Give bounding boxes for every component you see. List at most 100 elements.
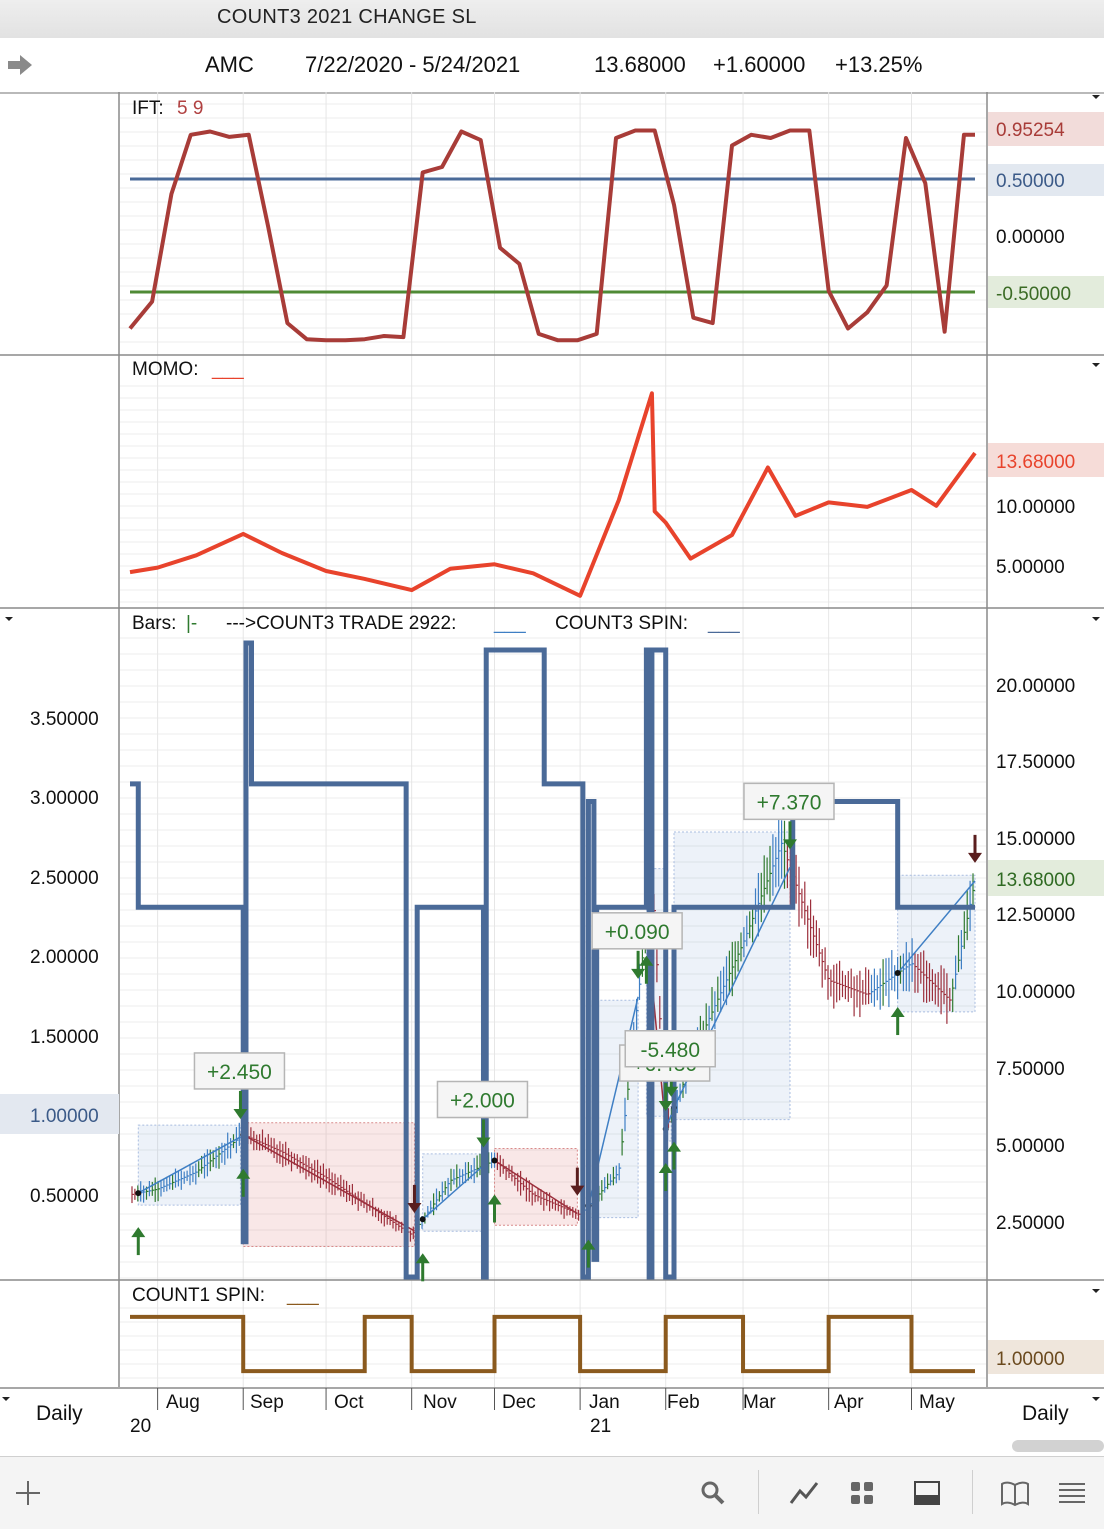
price-bar-283 (952, 978, 955, 1012)
price-bar-139 (534, 1191, 538, 1203)
search-button[interactable] (697, 1476, 729, 1510)
price-bar-285 (957, 935, 961, 973)
price-bar-162 (601, 1180, 604, 1201)
price-bar-54 (288, 1148, 291, 1165)
price-bar-34 (230, 1138, 233, 1159)
right-tick-15: 15.00000 (996, 829, 1075, 850)
entry-dot-8 (894, 970, 901, 977)
price-bar-11 (163, 1179, 166, 1193)
price-bar-73 (343, 1179, 346, 1197)
add-button[interactable] (12, 1476, 44, 1510)
price-bar-236 (815, 920, 819, 957)
period-selector-left[interactable]: Daily (36, 1402, 83, 1425)
price-bar-276 (931, 969, 935, 1002)
price-bar-277 (934, 973, 938, 1005)
momo-value-tag-text: 13.68000 (996, 452, 1075, 473)
momo-line-legend: ___ (211, 359, 244, 380)
price-bar-212 (746, 915, 749, 947)
exit-arrow-3 (570, 1167, 585, 1196)
price-bar-211 (743, 927, 746, 958)
price-bar-146 (554, 1199, 558, 1211)
spin-line-legend: ___ (707, 613, 740, 634)
draw-tool-button[interactable] (788, 1476, 820, 1510)
price-bar-6 (148, 1181, 152, 1197)
month-label-feb: Feb (667, 1392, 700, 1413)
ift-panel: IFT: 5 9 0.95254 0.50000 0.00000 -0.5000… (128, 98, 1104, 343)
price-bar-288 (966, 890, 970, 941)
price-bar-142 (543, 1193, 546, 1211)
price-bar-167 (615, 1165, 619, 1184)
price-bar-131 (511, 1165, 514, 1182)
price-bar-279 (940, 965, 944, 1015)
right-tick-17.5: 17.50000 (996, 752, 1075, 773)
price-bar-273 (923, 950, 926, 1003)
period-right-chevron-icon[interactable] (1092, 1397, 1100, 1401)
menu-button[interactable] (1056, 1476, 1088, 1510)
quote-symbol[interactable]: AMC (205, 52, 254, 77)
price-bar-110 (450, 1168, 453, 1191)
price-bar-284 (954, 955, 958, 990)
price-bar-108 (444, 1181, 448, 1195)
ift-lower-tag: -0.50000 (988, 276, 1104, 308)
count1-menu-chevron-icon[interactable] (1092, 1289, 1100, 1293)
trade-callouts: +2.450+2.000+0.090+6.430-5.480+7.370 (193, 782, 835, 1119)
price-bar-148 (560, 1199, 564, 1215)
price-bar-51 (279, 1141, 282, 1164)
left-tick-2.0: 2.00000 (30, 947, 99, 968)
price-bar-76 (351, 1183, 355, 1206)
ift-menu-chevron-icon[interactable] (1092, 95, 1100, 99)
arrow-right-icon[interactable] (6, 53, 34, 77)
price-bar-45 (261, 1129, 265, 1151)
month-label-aug: Aug (166, 1392, 200, 1413)
entry-dot-2 (419, 1216, 426, 1223)
layout-grid-button[interactable] (846, 1476, 878, 1510)
grid-icon (851, 1482, 873, 1504)
exit-arrow-8 (968, 834, 982, 863)
month-label-sep: Sep (250, 1392, 284, 1413)
ift-params: 5 9 (177, 98, 203, 119)
period-selector-right[interactable]: Daily (1022, 1402, 1069, 1425)
month-label-dec: Dec (502, 1392, 536, 1413)
price-bar-134 (519, 1170, 523, 1196)
period-left-chevron-icon[interactable] (2, 1397, 10, 1401)
price-bar-17 (180, 1170, 184, 1190)
trade-callout-1: +2.000 (436, 1080, 529, 1119)
bars-menu-chevron-icon[interactable] (1092, 617, 1100, 621)
price-bar-52 (282, 1143, 285, 1168)
price-bar-257 (876, 975, 880, 1001)
trend-line-3 (494, 1159, 578, 1215)
quote-change: +1.60000 (713, 52, 806, 77)
price-bar-7 (151, 1181, 155, 1196)
price-bar-281 (946, 973, 949, 1024)
trade-callout-0: +2.450 (193, 1052, 286, 1090)
panel-menu-icons (2, 95, 1100, 1401)
price-bar-202 (717, 976, 720, 1012)
entry-dot-0 (135, 1190, 142, 1197)
momo-menu-chevron-icon[interactable] (1092, 363, 1100, 367)
price-bar-262 (891, 950, 894, 991)
right-tick-5: 5.00000 (996, 1136, 1065, 1157)
price-bar-270 (914, 953, 917, 993)
price-bar-163 (604, 1177, 607, 1193)
price-bar-21 (192, 1165, 195, 1183)
price-bar-104 (433, 1193, 436, 1216)
momo-panel: MOMO: ___ 10.00000 5.00000 13.68000 (129, 359, 1104, 598)
bars-left-menu-chevron-icon[interactable] (5, 617, 13, 621)
horizontal-scrollbar[interactable] (1012, 1440, 1104, 1452)
hamburger-menu-icon (1059, 1483, 1085, 1503)
price-bar-140 (537, 1187, 540, 1202)
price-bar-111 (453, 1169, 456, 1185)
book-button[interactable] (999, 1476, 1031, 1510)
price-bar-217 (760, 872, 764, 923)
month-label-oct: Oct (334, 1392, 364, 1413)
price-bar-85 (377, 1207, 381, 1222)
panel-toggle-button[interactable] (911, 1476, 943, 1510)
price-bar-213 (749, 911, 752, 939)
book-icon (1001, 1481, 1029, 1507)
price-bar-141 (540, 1189, 543, 1206)
trend-line-8 (897, 880, 976, 974)
price-bar-61 (308, 1157, 311, 1177)
trade-line-legend: ___ (493, 613, 526, 634)
price-bar-256 (873, 968, 877, 1007)
price-bar-204 (722, 966, 726, 1002)
